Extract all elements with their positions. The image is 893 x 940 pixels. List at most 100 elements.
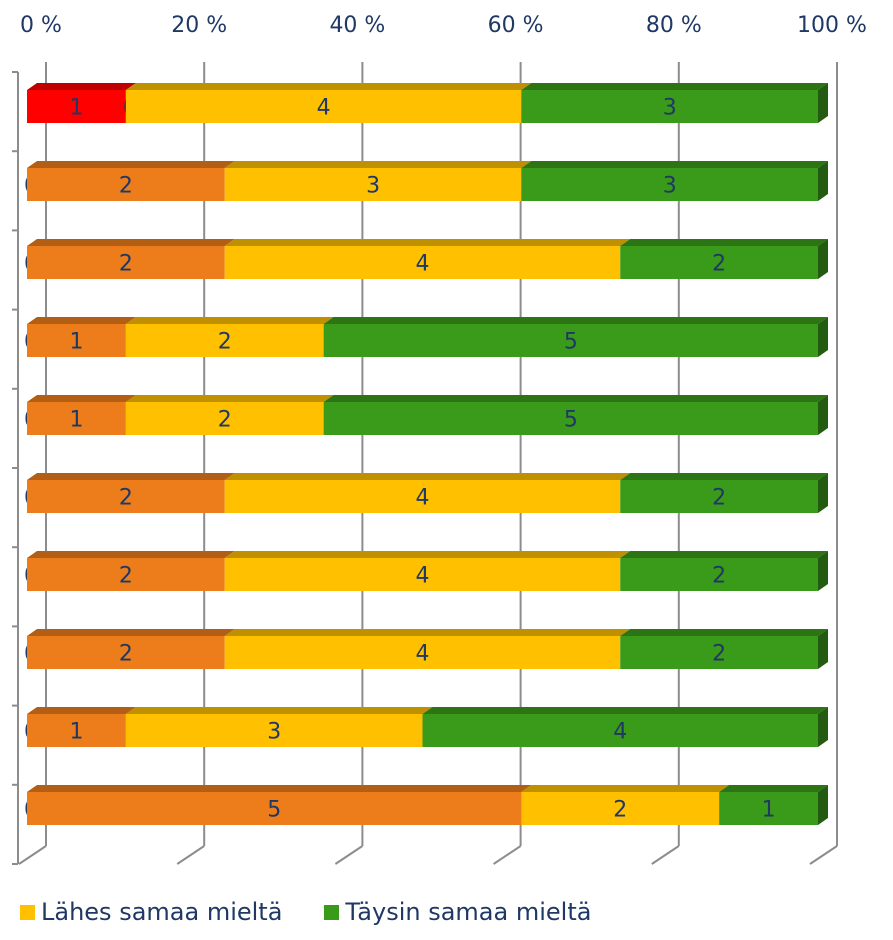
data-label: 1 [69, 96, 83, 121]
data-label: 3 [267, 720, 281, 745]
bar-segment [27, 480, 225, 513]
data-label: 4 [416, 486, 430, 511]
bar-segment [521, 792, 720, 825]
bar-top-face [620, 551, 828, 558]
data-label: 4 [317, 96, 331, 121]
data-label: 3 [663, 174, 677, 199]
bar-top-face [27, 473, 235, 480]
legend: Lähes samaa mieltä Täysin samaa mieltä [20, 898, 591, 926]
legend-item-lahes: Lähes samaa mieltä [20, 898, 282, 926]
bar-segment [521, 90, 818, 123]
data-label: 2 [119, 642, 133, 667]
data-label: 2 [218, 408, 232, 433]
bar-segment [422, 714, 818, 747]
bar-segment [719, 792, 818, 825]
bar-top-face [125, 707, 433, 714]
floor-gridline [176, 845, 205, 865]
x-tick-label: 20 % [171, 13, 227, 38]
bar-top-face [27, 629, 235, 636]
legend-swatch-taysin [324, 904, 340, 920]
data-label: 2 [712, 642, 726, 667]
bar-segment [27, 714, 126, 747]
bar-top-face [27, 161, 235, 168]
bar-top-face [620, 473, 828, 480]
bar-side-face [818, 473, 828, 513]
bar-top-face [224, 473, 631, 480]
floor-gridline [493, 845, 522, 865]
data-label: 2 [218, 330, 232, 355]
x-tick-label: 40 % [329, 13, 385, 38]
bar-segment [224, 168, 522, 201]
data-label: 2 [119, 486, 133, 511]
bar-top-face [125, 317, 334, 324]
bar-top-face [719, 785, 828, 792]
bar-segment [27, 636, 225, 669]
data-label: 5 [564, 408, 578, 433]
data-label: 5 [564, 330, 578, 355]
data-label: 3 [663, 96, 677, 121]
data-label: 2 [613, 798, 627, 823]
bar-top-face [224, 551, 631, 558]
bar-segment [27, 168, 225, 201]
bar-top-face [620, 239, 828, 246]
x-tick-label: 0 % [20, 13, 62, 38]
data-label: 4 [416, 252, 430, 277]
bar-top-face [27, 395, 136, 402]
bar-segment [620, 558, 818, 591]
data-label: 3 [366, 174, 380, 199]
bar-top-face [27, 785, 532, 792]
bar-top-face [224, 161, 532, 168]
bar-side-face [818, 161, 828, 201]
bar-side-face [818, 785, 828, 825]
bar-segment [620, 480, 818, 513]
floor-gridline [18, 845, 47, 865]
bar-segment [27, 90, 126, 123]
bar-side-face [818, 629, 828, 669]
bar-segment [27, 246, 225, 279]
data-label: 2 [119, 252, 133, 277]
stacked-bar-chart: 0 %20 %40 %60 %80 %100 %1043023302420125… [12, 13, 867, 865]
bar-segment [620, 246, 818, 279]
bar-top-face [521, 83, 828, 90]
bar-top-face [224, 629, 631, 636]
data-label: 2 [712, 486, 726, 511]
bar-segment [224, 480, 621, 513]
bar-segment [27, 402, 126, 435]
data-label: 2 [712, 252, 726, 277]
bar-top-face [521, 161, 828, 168]
bar-side-face [818, 83, 828, 123]
data-label: 5 [267, 798, 281, 823]
data-label: 1 [69, 330, 83, 355]
floor-gridline [334, 845, 363, 865]
bar-side-face [818, 395, 828, 435]
bar-segment [125, 402, 324, 435]
bar-segment [224, 558, 621, 591]
bar-top-face [620, 629, 828, 636]
data-label: 2 [119, 564, 133, 589]
bar-segment [27, 324, 126, 357]
legend-label-lahes: Lähes samaa mieltä [41, 898, 283, 926]
x-tick-label: 80 % [646, 13, 702, 38]
bar-segment [620, 636, 818, 669]
bar-side-face [818, 707, 828, 747]
bar-segment [27, 792, 522, 825]
x-tick-label: 100 % [797, 13, 867, 38]
floor-gridline [809, 845, 838, 865]
legend-label-taysin: Täysin samaa mieltä [345, 898, 592, 926]
bar-segment [224, 246, 621, 279]
legend-swatch-lahes [20, 904, 35, 920]
data-label: 2 [712, 564, 726, 589]
bar-segment [323, 402, 818, 435]
bar-segment [224, 636, 621, 669]
data-label: 4 [416, 564, 430, 589]
data-label: 1 [69, 720, 83, 745]
bar-top-face [27, 707, 136, 714]
bar-top-face [27, 317, 136, 324]
data-label: 4 [613, 720, 627, 745]
bar-top-face [422, 707, 828, 714]
bar-segment [125, 324, 324, 357]
bar-top-face [224, 239, 631, 246]
legend-item-taysin: Täysin samaa mieltä [324, 898, 591, 926]
bar-segment [521, 168, 818, 201]
bar-segment [323, 324, 818, 357]
